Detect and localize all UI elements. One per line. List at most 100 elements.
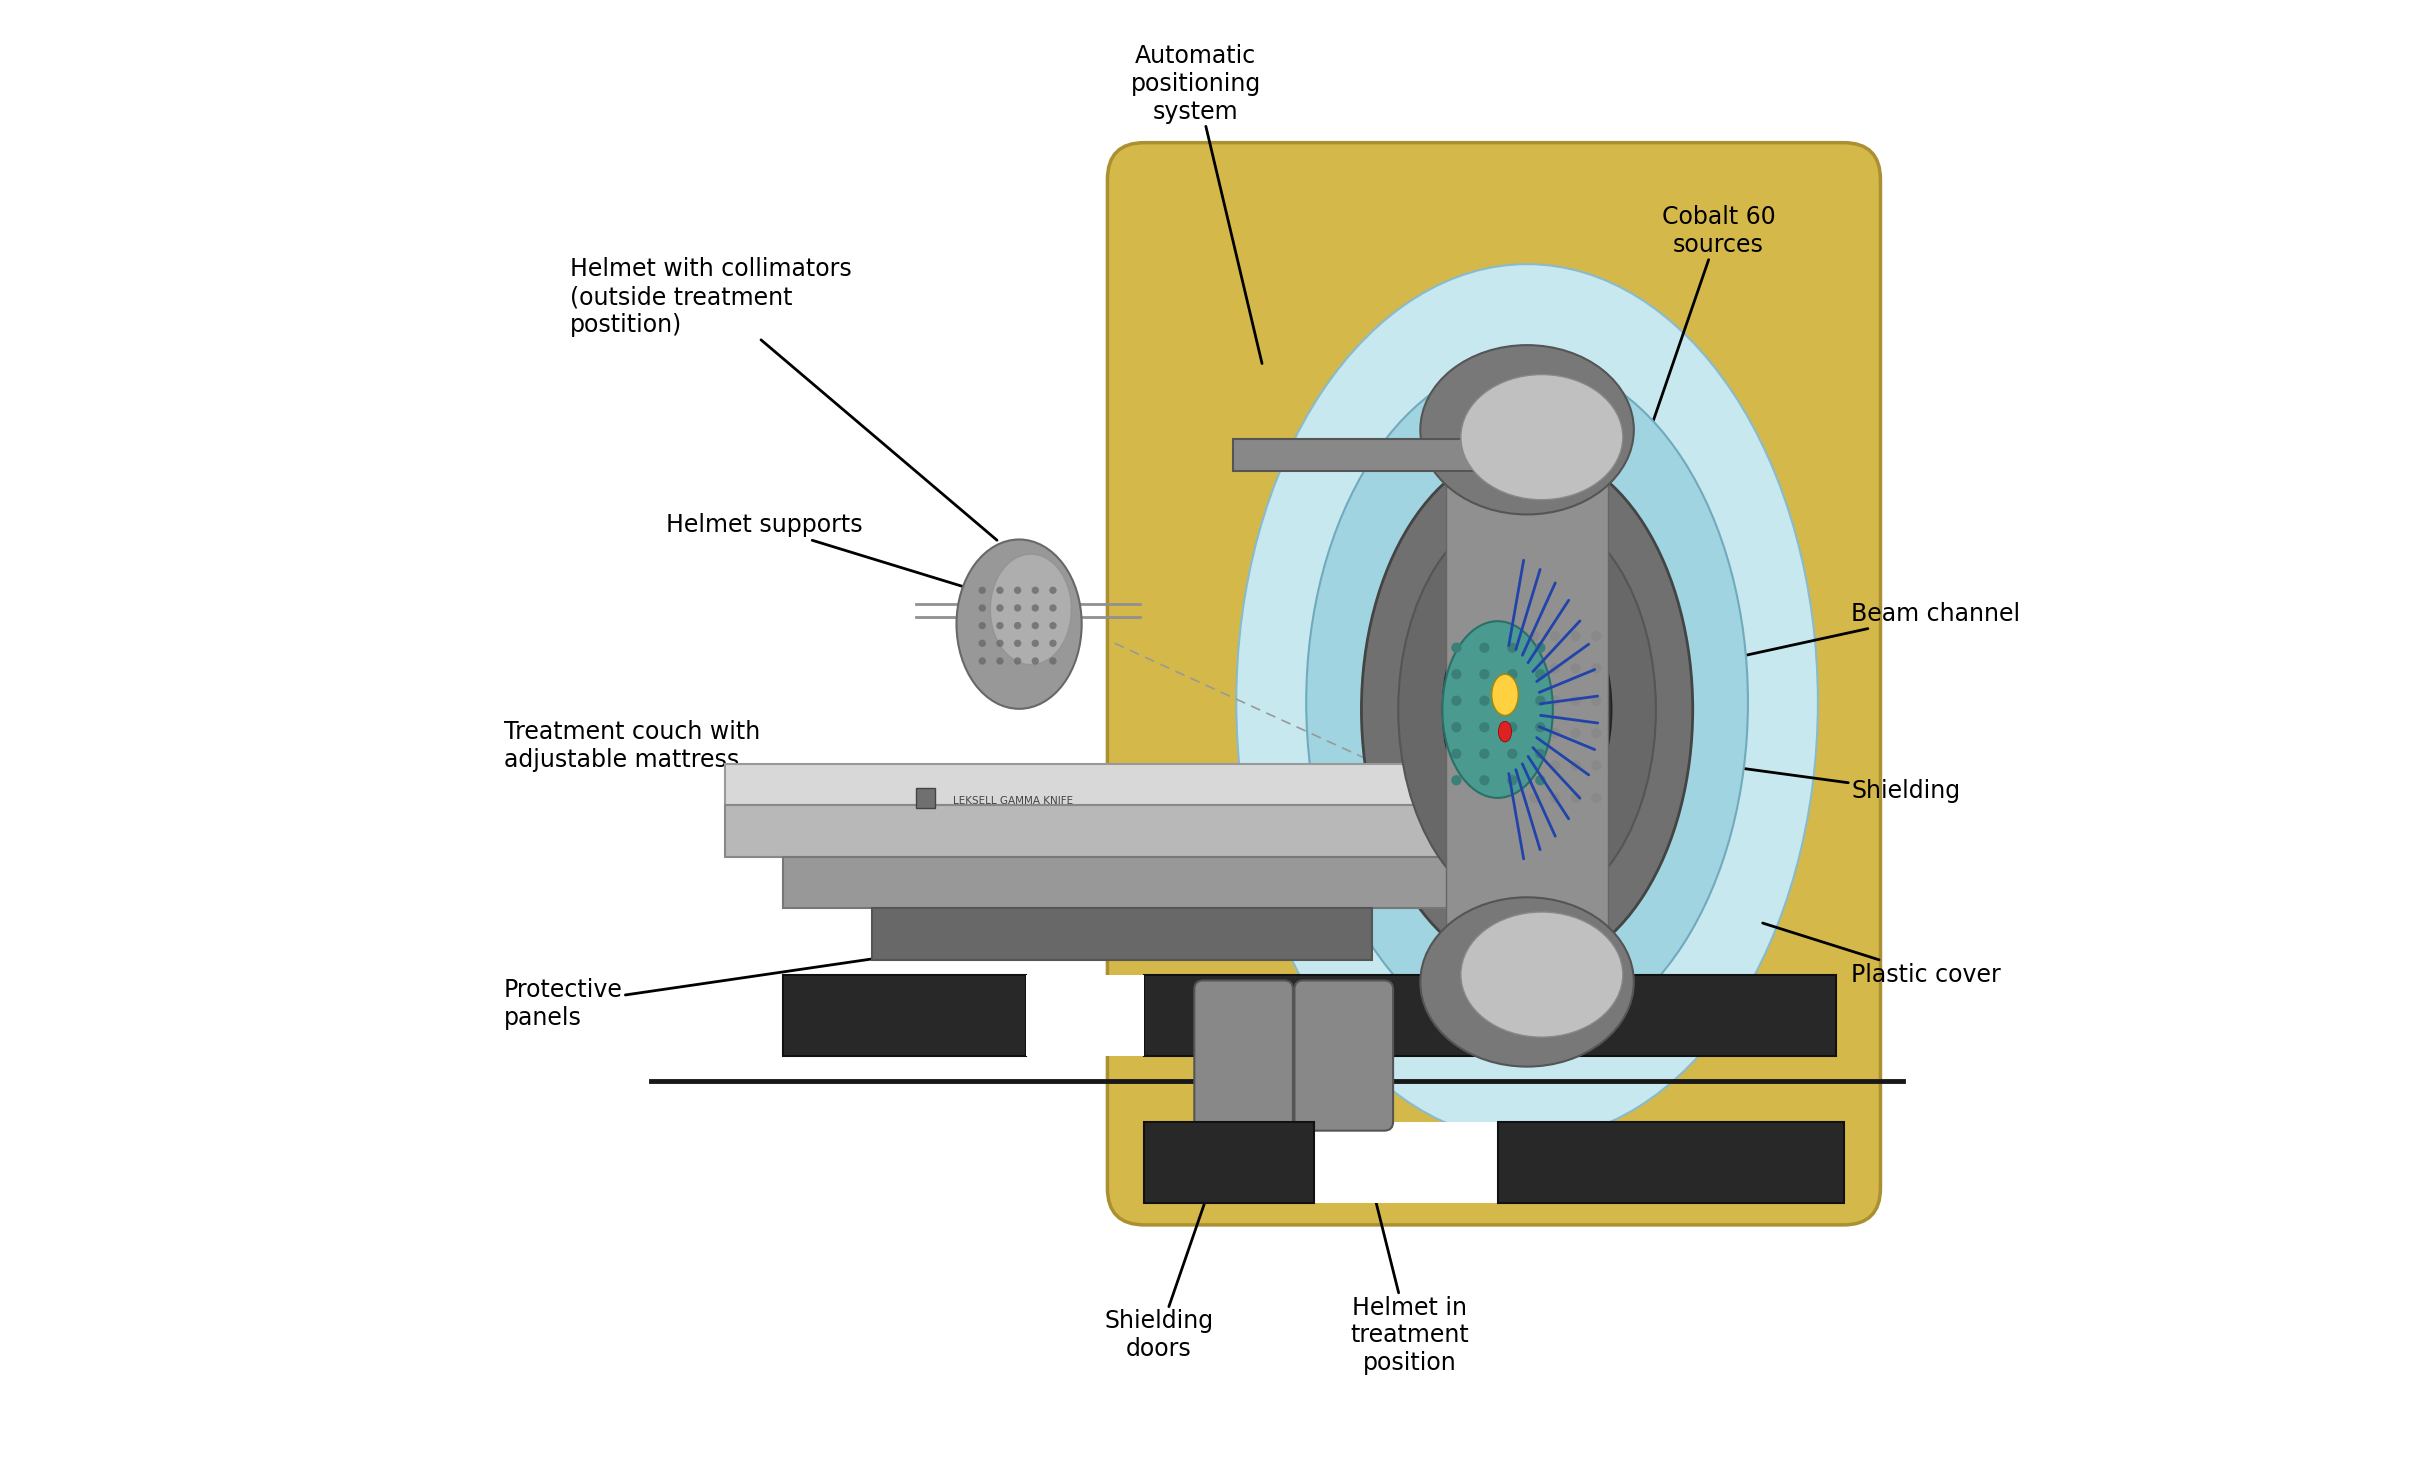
Ellipse shape — [978, 587, 985, 594]
Text: Shielding
doors: Shielding doors — [1104, 1122, 1232, 1361]
Ellipse shape — [1508, 643, 1518, 653]
Ellipse shape — [1535, 643, 1545, 653]
Bar — [724, 764, 1520, 806]
Ellipse shape — [1479, 723, 1489, 733]
Ellipse shape — [1535, 696, 1545, 706]
Ellipse shape — [1571, 729, 1581, 739]
Bar — [1145, 1122, 1315, 1203]
Ellipse shape — [1031, 622, 1039, 630]
Ellipse shape — [1443, 621, 1552, 798]
Ellipse shape — [1450, 670, 1462, 680]
Ellipse shape — [1014, 658, 1022, 665]
Ellipse shape — [1549, 696, 1559, 706]
Ellipse shape — [1499, 721, 1511, 742]
Ellipse shape — [1460, 912, 1622, 1038]
Ellipse shape — [1591, 696, 1600, 706]
FancyBboxPatch shape — [1194, 980, 1293, 1131]
Ellipse shape — [1549, 664, 1559, 674]
Text: Helmet in
treatment
position: Helmet in treatment position — [1351, 1100, 1470, 1375]
Bar — [872, 909, 1373, 959]
Ellipse shape — [1591, 760, 1600, 770]
Ellipse shape — [978, 605, 985, 612]
Text: Treatment couch with
adjustable mattress: Treatment couch with adjustable mattress — [504, 720, 915, 786]
Ellipse shape — [1571, 696, 1581, 706]
Ellipse shape — [990, 554, 1073, 665]
Bar — [1027, 974, 1145, 1055]
Ellipse shape — [1549, 729, 1559, 739]
Ellipse shape — [1031, 640, 1039, 647]
Ellipse shape — [1530, 696, 1540, 706]
Ellipse shape — [1591, 664, 1600, 674]
Ellipse shape — [1479, 748, 1489, 758]
Ellipse shape — [1549, 760, 1559, 770]
Ellipse shape — [978, 622, 985, 630]
Bar — [1145, 974, 1835, 1055]
Ellipse shape — [978, 658, 985, 665]
Ellipse shape — [1014, 605, 1022, 612]
Bar — [1315, 1122, 1499, 1203]
Ellipse shape — [1399, 507, 1656, 912]
Text: Helmet supports: Helmet supports — [666, 513, 990, 594]
Ellipse shape — [1450, 748, 1462, 758]
Ellipse shape — [1571, 631, 1581, 641]
Ellipse shape — [1421, 897, 1634, 1067]
Bar — [1499, 1122, 1845, 1203]
Ellipse shape — [1307, 359, 1748, 1045]
Ellipse shape — [1508, 774, 1518, 785]
Ellipse shape — [1571, 760, 1581, 770]
Ellipse shape — [1048, 640, 1056, 647]
Ellipse shape — [956, 539, 1082, 709]
Ellipse shape — [1591, 792, 1600, 803]
Ellipse shape — [1508, 696, 1518, 706]
Bar — [1232, 439, 1491, 471]
Ellipse shape — [1479, 643, 1489, 653]
Ellipse shape — [1450, 723, 1462, 733]
Ellipse shape — [1443, 581, 1612, 838]
Ellipse shape — [1361, 448, 1692, 971]
Ellipse shape — [1450, 643, 1462, 653]
Text: Cobalt 60
sources: Cobalt 60 sources — [1637, 205, 1775, 467]
Ellipse shape — [1549, 631, 1559, 641]
Ellipse shape — [1450, 696, 1462, 706]
Ellipse shape — [1031, 605, 1039, 612]
Text: Helmet with collimators
(outside treatment
postition): Helmet with collimators (outside treatme… — [569, 257, 997, 541]
Ellipse shape — [1591, 729, 1600, 739]
Ellipse shape — [1535, 774, 1545, 785]
Ellipse shape — [1048, 658, 1056, 665]
Ellipse shape — [1530, 631, 1540, 641]
Ellipse shape — [1031, 587, 1039, 594]
Bar — [784, 857, 1520, 909]
Ellipse shape — [1014, 622, 1022, 630]
Ellipse shape — [997, 587, 1005, 594]
Ellipse shape — [1530, 760, 1540, 770]
Text: LEKSELL GAMMA KNIFE: LEKSELL GAMMA KNIFE — [954, 795, 1073, 806]
Ellipse shape — [1450, 774, 1462, 785]
Ellipse shape — [1591, 631, 1600, 641]
Text: Automatic
positioning
system: Automatic positioning system — [1131, 44, 1261, 364]
Bar — [915, 788, 935, 808]
Ellipse shape — [1530, 664, 1540, 674]
Ellipse shape — [1014, 587, 1022, 594]
Text: Protective
panels: Protective panels — [504, 952, 915, 1030]
Ellipse shape — [1549, 792, 1559, 803]
Ellipse shape — [1535, 723, 1545, 733]
Ellipse shape — [978, 640, 985, 647]
Ellipse shape — [1421, 346, 1634, 514]
Ellipse shape — [1571, 792, 1581, 803]
Ellipse shape — [1535, 670, 1545, 680]
Ellipse shape — [1491, 674, 1518, 715]
Ellipse shape — [1571, 664, 1581, 674]
Ellipse shape — [1535, 748, 1545, 758]
Ellipse shape — [1479, 696, 1489, 706]
FancyBboxPatch shape — [1295, 980, 1392, 1131]
Ellipse shape — [1460, 374, 1622, 500]
Ellipse shape — [1508, 723, 1518, 733]
Ellipse shape — [1014, 640, 1022, 647]
Bar — [784, 974, 1027, 1055]
Text: Shielding: Shielding — [1690, 761, 1961, 803]
Ellipse shape — [1237, 265, 1818, 1140]
Ellipse shape — [1508, 670, 1518, 680]
Ellipse shape — [997, 658, 1005, 665]
Ellipse shape — [997, 622, 1005, 630]
Ellipse shape — [1048, 622, 1056, 630]
